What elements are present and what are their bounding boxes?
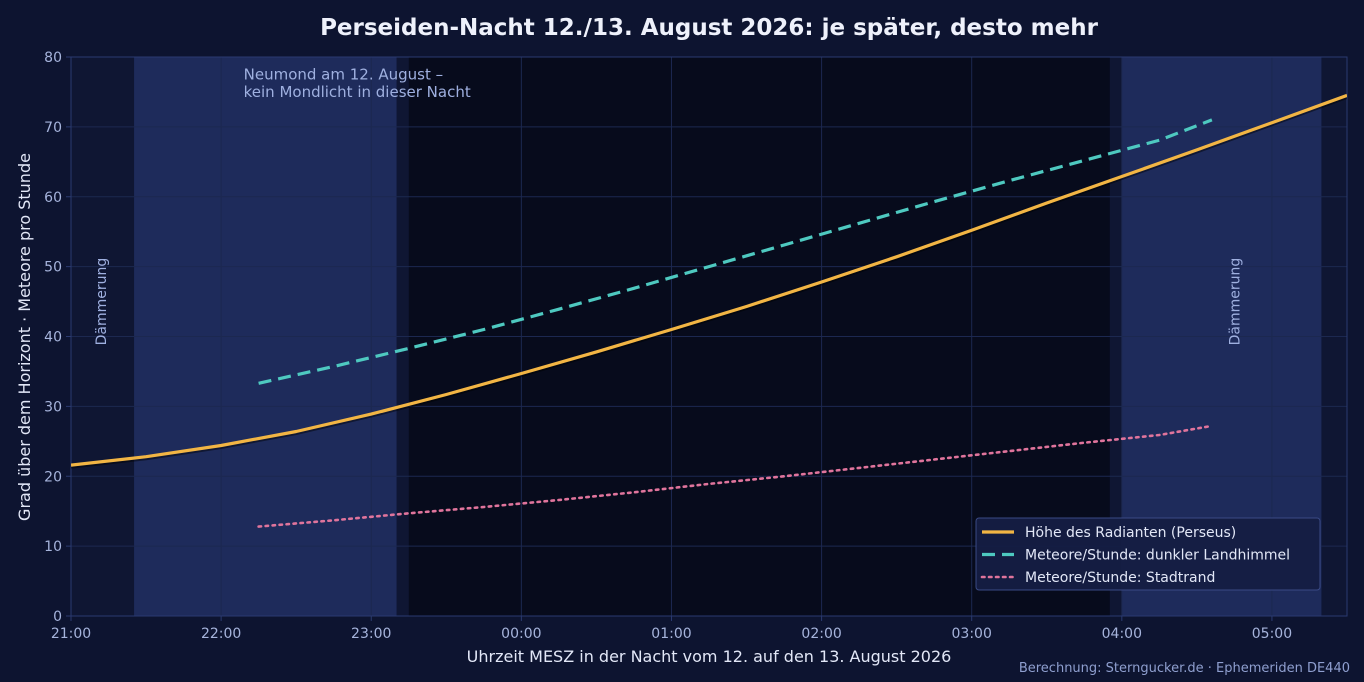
series-line-1 <box>258 118 1213 385</box>
x-tick-label-4: 01:00 <box>651 626 691 642</box>
y-tick-label-5: 50 <box>44 260 62 276</box>
legend-label-1: Meteore/Stunde: dunkler Landhimmel <box>1025 548 1290 564</box>
x-tick-label-8: 05:00 <box>1252 626 1292 642</box>
plot-area: Dämmerung Dämmerung Neumond am 12. August … <box>44 50 1348 642</box>
twilight-label-0: Dämmerung <box>94 258 110 346</box>
twilight-label-4: Dämmerung <box>1227 258 1243 346</box>
y-tick-label-1: 10 <box>44 539 62 555</box>
y-tick-label-6: 60 <box>44 190 62 206</box>
x-tick-label-5: 02:00 <box>801 626 841 642</box>
x-tick-label-7: 04:00 <box>1102 626 1142 642</box>
y-tick-label-3: 30 <box>44 399 62 415</box>
legend: Höhe des Radianten (Perseus) Meteore/Stun… <box>975 517 1321 591</box>
y-tick-label-0: 0 <box>53 609 62 625</box>
y-tick-label-4: 40 <box>44 330 62 346</box>
x-tick-label-0: 21:00 <box>51 626 91 642</box>
x-axis-label: Uhrzeit MESZ in der Nacht vom 12. auf de… <box>467 647 952 666</box>
series-shadow-0 <box>71 95 1347 469</box>
x-tick-label-1: 22:00 <box>201 626 241 642</box>
y-tick-label-2: 20 <box>44 469 62 485</box>
annotation-0: Neumond am 12. August – <box>244 65 444 83</box>
annotation-1: kein Mondlicht in dieser Nacht <box>244 83 471 101</box>
y-axis-label: Grad über dem Horizont · Meteore pro Stu… <box>15 153 34 521</box>
x-tick-label-6: 03:00 <box>952 626 992 642</box>
series-line-2 <box>257 424 1214 528</box>
x-tick-label-2: 23:00 <box>351 626 391 642</box>
series-line-0 <box>71 93 1347 467</box>
source-note: Berechnung: Sterngucker.de · Ephemeriden… <box>1019 661 1350 676</box>
y-tick-label-7: 70 <box>44 120 62 136</box>
x-tick-label-3: 00:00 <box>501 626 541 642</box>
chart-title: Perseiden-Nacht 12./13. August 2026: je … <box>320 15 1099 41</box>
y-tick-label-8: 80 <box>44 50 62 66</box>
legend-label-2: Meteore/Stunde: Stadtrand <box>1025 570 1215 586</box>
legend-box <box>975 517 1321 591</box>
legend-label-0: Höhe des Radianten (Perseus) <box>1025 525 1236 541</box>
